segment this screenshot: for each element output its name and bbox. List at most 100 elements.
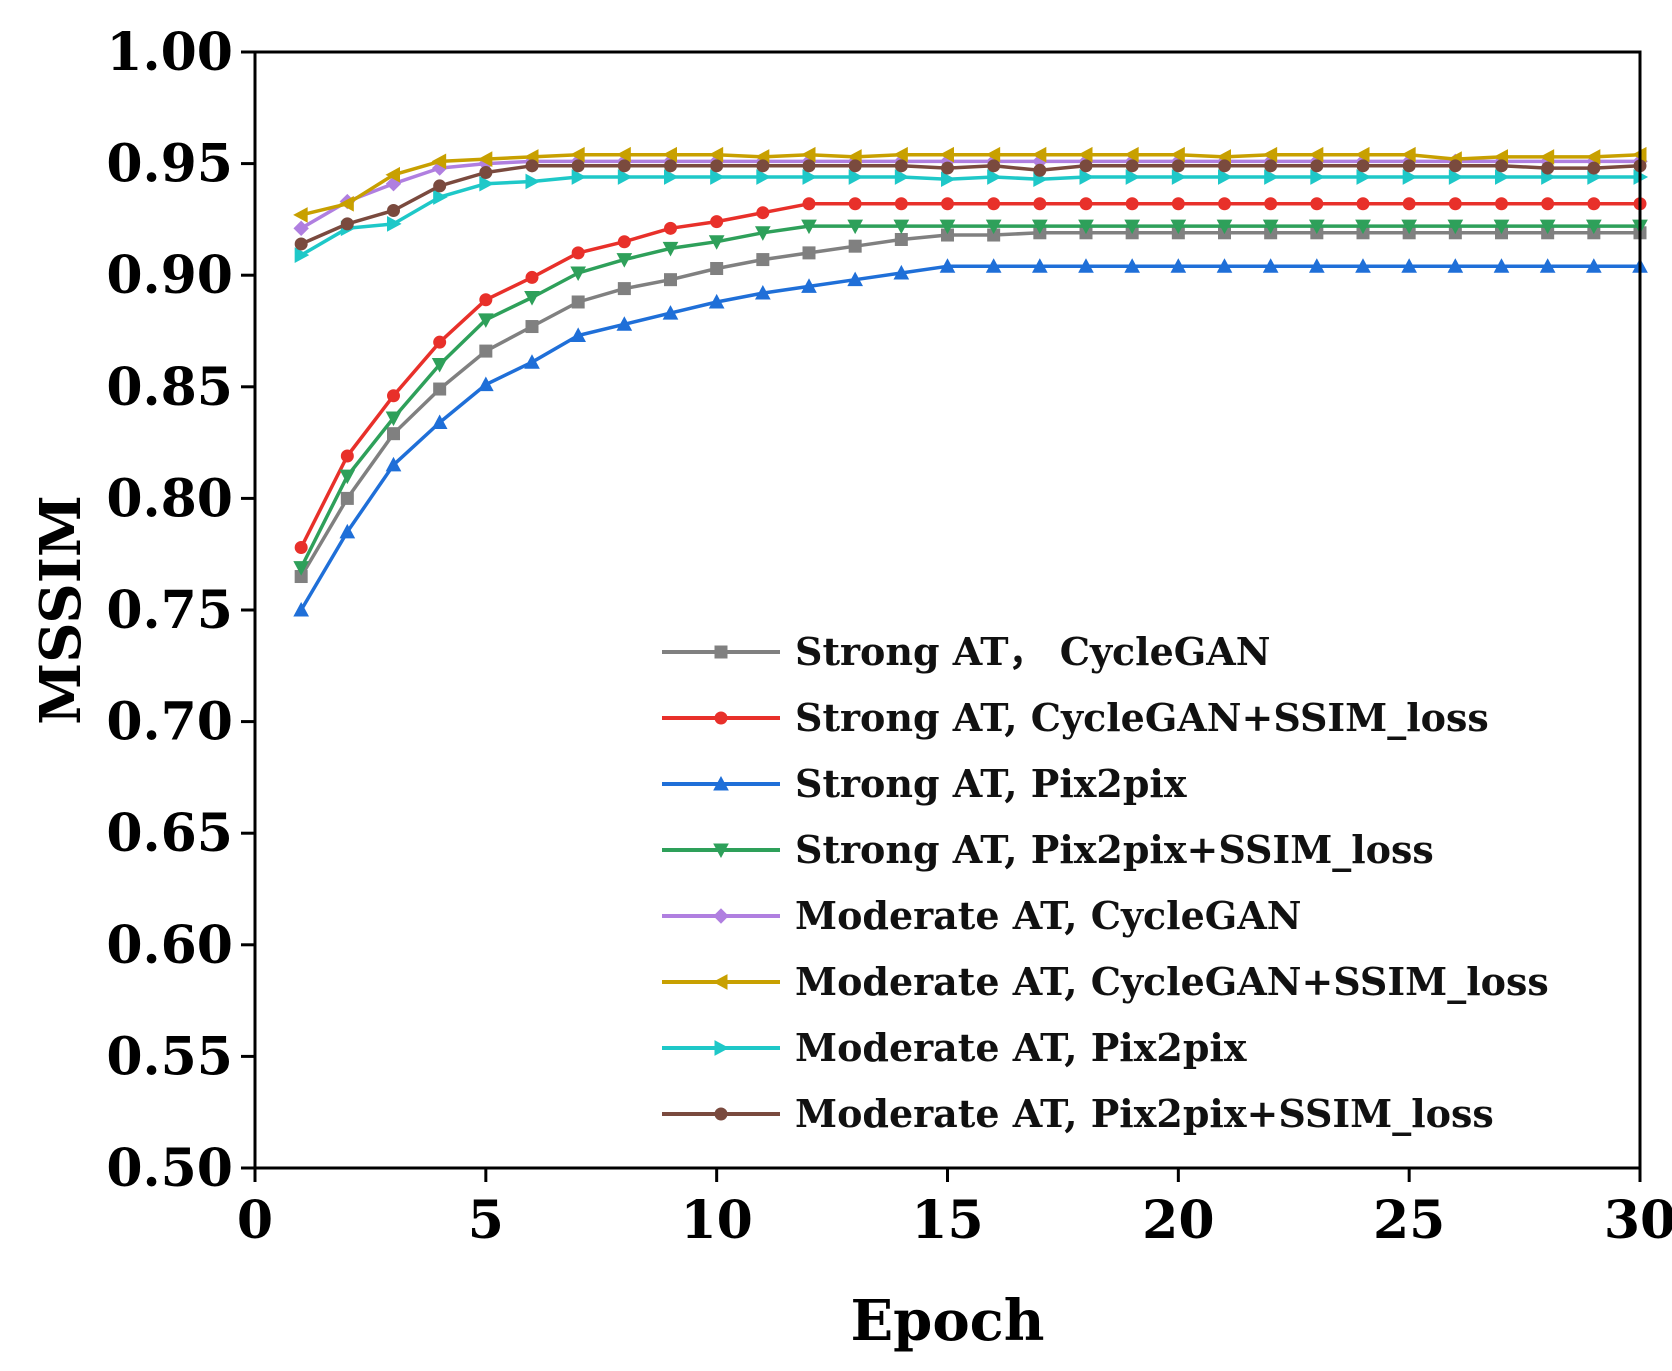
data-point bbox=[1171, 159, 1185, 173]
data-point bbox=[1355, 258, 1371, 273]
y-tick-label: 0.70 bbox=[106, 692, 233, 753]
data-point bbox=[431, 414, 448, 430]
data-point bbox=[848, 197, 862, 211]
series-8 bbox=[294, 159, 1647, 251]
data-point bbox=[433, 189, 448, 205]
legend-label: Moderate AT, CycleGAN+SSIM_loss bbox=[795, 959, 1549, 1004]
legend-label: Strong AT, Pix2pix bbox=[795, 761, 1187, 806]
data-point bbox=[664, 169, 679, 185]
y-tick-label: 1.00 bbox=[106, 22, 233, 83]
data-point bbox=[1310, 169, 1325, 185]
data-point bbox=[1402, 169, 1418, 185]
legend-marker bbox=[713, 908, 729, 924]
legend-label: Moderate AT, Pix2pix+SSIM_loss bbox=[795, 1091, 1494, 1136]
data-point bbox=[293, 220, 309, 237]
data-point bbox=[939, 146, 954, 163]
data-point bbox=[570, 146, 585, 163]
data-point bbox=[802, 159, 816, 173]
data-point bbox=[433, 382, 447, 396]
legend-label: Moderate AT, CycleGAN bbox=[795, 893, 1301, 938]
data-point bbox=[1079, 197, 1093, 211]
data-point bbox=[294, 237, 308, 251]
data-point bbox=[662, 146, 677, 163]
data-point bbox=[617, 282, 631, 296]
y-axis-title: MSSIM bbox=[28, 495, 94, 725]
data-point bbox=[987, 197, 1001, 211]
legend-marker bbox=[714, 645, 728, 659]
series-3 bbox=[293, 258, 1648, 617]
data-point bbox=[1448, 169, 1464, 185]
data-point bbox=[710, 169, 725, 185]
data-point bbox=[756, 206, 770, 220]
data-point bbox=[1218, 159, 1231, 173]
series-1 bbox=[294, 226, 1647, 584]
data-point bbox=[664, 273, 677, 287]
legend-item: Moderate AT, Pix2pix+SSIM_loss bbox=[662, 1091, 1494, 1136]
series-line bbox=[299, 231, 1640, 578]
data-point bbox=[941, 161, 954, 175]
data-point bbox=[525, 159, 539, 173]
data-point bbox=[756, 253, 770, 267]
legend-marker bbox=[714, 1107, 728, 1121]
data-point bbox=[385, 411, 402, 427]
data-point bbox=[1033, 197, 1047, 211]
legend-item: Moderate AT, Pix2pix bbox=[662, 1025, 1247, 1070]
x-tick-label: 0 bbox=[237, 1190, 273, 1251]
data-point bbox=[1310, 197, 1324, 211]
data-point bbox=[1308, 258, 1325, 273]
series-line bbox=[299, 264, 1640, 611]
data-point bbox=[893, 219, 910, 235]
data-point bbox=[1354, 146, 1370, 163]
data-point bbox=[387, 203, 400, 217]
data-point bbox=[1401, 258, 1418, 273]
data-point bbox=[1078, 219, 1094, 235]
data-point bbox=[664, 221, 677, 235]
series-line bbox=[299, 224, 1640, 569]
data-point bbox=[385, 456, 402, 472]
y-tick-label: 0.75 bbox=[106, 580, 233, 641]
y-axis-ticks: 0.50 0.55 0.60 0.65 0.70 0.75 0.80 0.85 0.90 0.95… bbox=[106, 22, 255, 1199]
x-tick-label: 10 bbox=[680, 1190, 752, 1251]
x-axis-ticks: 0 5 10 15 20 25 30 bbox=[237, 1168, 1672, 1251]
legend-marker bbox=[714, 711, 728, 725]
data-point bbox=[1216, 258, 1233, 273]
data-point bbox=[802, 169, 818, 185]
data-point bbox=[570, 327, 587, 342]
data-point bbox=[570, 266, 587, 282]
y-tick-label: 0.95 bbox=[106, 134, 233, 195]
data-point bbox=[987, 169, 1002, 185]
data-point bbox=[340, 491, 354, 505]
data-point bbox=[616, 253, 633, 268]
data-point bbox=[385, 166, 400, 183]
data-point bbox=[294, 541, 308, 555]
legend-label: Strong AT, Pix2pix+SSIM_loss bbox=[795, 827, 1434, 872]
y-tick-label: 0.55 bbox=[106, 1026, 233, 1087]
data-point bbox=[1125, 197, 1139, 211]
data-point bbox=[847, 271, 864, 287]
data-point bbox=[1171, 169, 1187, 185]
data-point bbox=[894, 169, 910, 185]
legend-item: Strong AT, Pix2pix+SSIM_loss bbox=[662, 827, 1434, 872]
data-point bbox=[1264, 169, 1279, 185]
series-line bbox=[300, 164, 1641, 246]
plot-lines bbox=[293, 146, 1649, 617]
legend-marker bbox=[713, 843, 729, 859]
y-tick-label: 0.80 bbox=[106, 468, 233, 529]
data-point bbox=[1218, 169, 1233, 185]
data-point bbox=[1171, 197, 1185, 211]
legend-item: Strong AT, Pix2pix bbox=[662, 761, 1187, 806]
data-point bbox=[802, 197, 816, 211]
data-point bbox=[479, 293, 493, 307]
data-point bbox=[939, 258, 956, 273]
y-tick-label: 0.90 bbox=[106, 245, 233, 306]
data-point bbox=[664, 159, 677, 173]
data-point bbox=[479, 175, 494, 192]
data-point bbox=[1355, 219, 1371, 235]
data-point bbox=[1170, 258, 1187, 273]
data-point bbox=[1124, 146, 1139, 163]
data-point bbox=[987, 159, 1001, 173]
data-point bbox=[1401, 219, 1418, 235]
data-point bbox=[1262, 219, 1279, 235]
y-tick-label: 0.85 bbox=[106, 357, 233, 418]
